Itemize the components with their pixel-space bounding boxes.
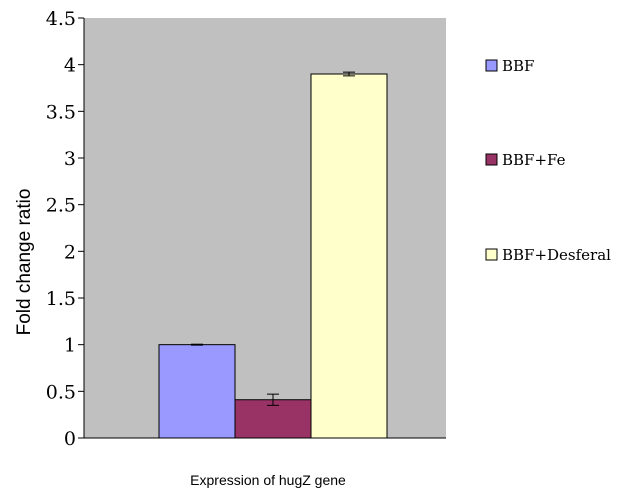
legend: BBF BBF+Fe BBF+Desferal [485, 57, 611, 264]
bar-2 [310, 73, 388, 439]
y-tick-label: 1 [64, 335, 76, 357]
y-tick-label: 0.5 [46, 381, 76, 403]
legend-label: BBF+Fe [502, 151, 566, 169]
plot-area-background [84, 18, 446, 438]
y-tick-label: 3.5 [46, 101, 76, 123]
y-tick-label: 4 [64, 55, 76, 77]
legend-label: BBF+Desferal [502, 246, 611, 264]
y-axis-ticks: 0 0.5 1 1.5 2 2.5 3 3.5 4 4.5 [46, 8, 84, 450]
legend-swatch [485, 59, 498, 72]
y-tick-label: 0 [64, 428, 76, 450]
y-tick-label: 2 [64, 241, 76, 263]
error-bars [191, 71, 355, 406]
legend-swatch [485, 153, 498, 166]
x-axis-title: Expression of hugZ gene [190, 472, 346, 488]
y-tick-label: 4.5 [46, 8, 76, 30]
y-tick-label: 1.5 [46, 288, 76, 310]
y-tick-label: 2.5 [46, 195, 76, 217]
bar-1 [234, 399, 312, 439]
legend-swatch [485, 248, 498, 261]
y-tick-label: 3 [64, 148, 76, 170]
bar-0 [158, 344, 236, 439]
y-axis-title: Fold change ratio [14, 189, 35, 336]
legend-label: BBF [502, 57, 534, 75]
